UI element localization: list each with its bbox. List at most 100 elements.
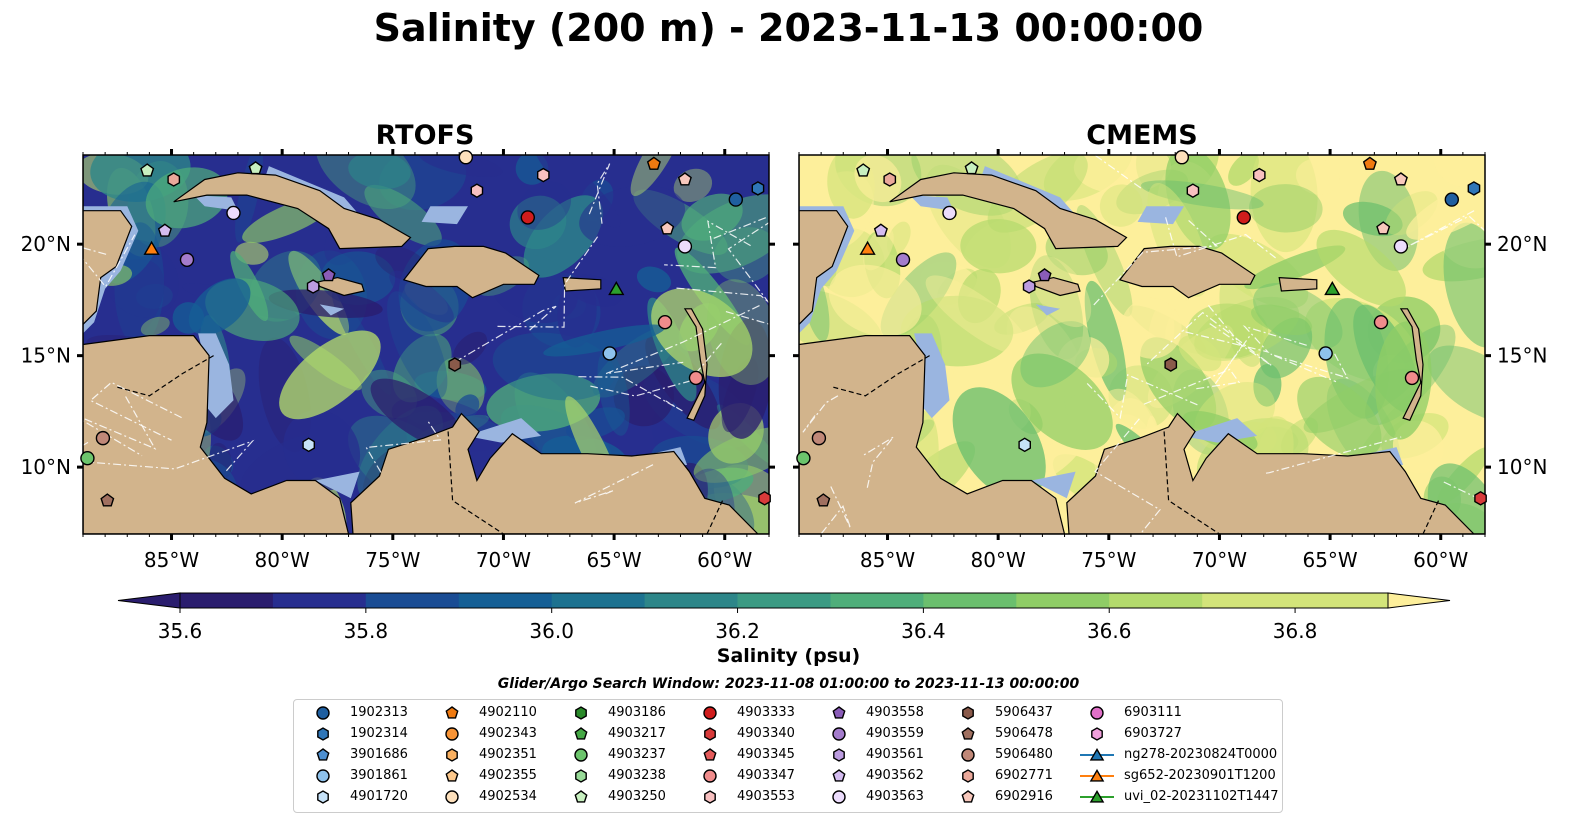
- legend-marker: [316, 706, 330, 720]
- float-4902534: [458, 150, 474, 165]
- eez-boundary: [83, 234, 136, 288]
- x-tick-label: 85°W: [860, 548, 915, 572]
- land-cuba: [889, 172, 1128, 250]
- legend-symbol: [703, 706, 717, 720]
- colorbar-segment: [1016, 593, 1110, 608]
- salinity-patch: [1249, 184, 1323, 233]
- legend-marker: [832, 769, 846, 782]
- salinity-patch: [283, 410, 361, 491]
- legend-symbol: [832, 706, 846, 719]
- eez-boundary: [862, 436, 894, 488]
- salinity-patch: [135, 283, 173, 309]
- legend-symbol: [316, 748, 330, 761]
- salinity-patch: [952, 387, 1046, 500]
- salinity-patch: [1251, 304, 1313, 336]
- salinity-patch: [960, 219, 1037, 274]
- colorbar-tick-label: 36.8: [1273, 619, 1318, 643]
- x-tick-label: 60°W: [1413, 548, 1468, 572]
- legend-marker: [832, 706, 846, 719]
- legend-symbol: [961, 790, 975, 803]
- country-border: [706, 500, 724, 534]
- map-panel-cmems: 85°W 80°W 75°W 70°W 65°W 60°W 20°N 15°N 10°N: [793, 149, 1547, 572]
- colorbar-segment: [1202, 593, 1296, 608]
- legend-marker: [703, 769, 717, 783]
- legend-marker: [833, 748, 845, 762]
- shelf-region: [1031, 471, 1076, 499]
- colorbar-segment: [180, 593, 274, 608]
- shelf-region: [1137, 206, 1184, 225]
- colorbar-tick-label: 36.2: [715, 619, 760, 643]
- x-tick-label: 85°W: [144, 548, 199, 572]
- figure-title: Salinity (200 m) - 2023-11-13 00:00:00: [373, 6, 1204, 50]
- legend-symbol: [445, 706, 459, 719]
- float-6902771: [167, 172, 181, 187]
- salinity-patch: [713, 227, 769, 283]
- legend-triangle: [1089, 790, 1105, 803]
- land-central: [799, 155, 1066, 534]
- float-4903347: [1373, 315, 1389, 330]
- legend-label: 4903562: [866, 768, 924, 783]
- float-1902313: [728, 192, 744, 207]
- salinity-patch: [389, 270, 454, 323]
- y-tick-label: 20°N: [1497, 232, 1547, 256]
- eez-boundary: [1207, 305, 1252, 384]
- salinity-patch: [1406, 176, 1485, 240]
- legend-marker: [961, 727, 975, 740]
- legend-symbol: [1091, 727, 1103, 741]
- colorbar-segment: [551, 593, 646, 608]
- glider-marker: [608, 280, 625, 296]
- legend-label: 5906478: [995, 726, 1053, 741]
- eez-boundary: [1270, 353, 1349, 383]
- eez-boundary: [820, 486, 852, 534]
- legend-label: 4903559: [866, 726, 924, 741]
- legend-symbol: [445, 727, 459, 741]
- salinity-patch: [1084, 280, 1127, 401]
- legend-symbol: [574, 790, 588, 803]
- salinity-patch: [925, 275, 1031, 356]
- eez-boundary: [574, 464, 654, 504]
- float-4903553: [470, 183, 484, 199]
- land-yucatan: [83, 210, 133, 326]
- country-border: [1422, 500, 1440, 534]
- map-clip-group: [83, 155, 769, 534]
- float-4903347: [688, 370, 704, 386]
- salinity-patch: [863, 227, 894, 271]
- float-5906437: [1164, 357, 1178, 372]
- salinity-patch: [636, 266, 672, 293]
- float-4903558: [321, 268, 336, 282]
- salinity-patch: [1443, 222, 1485, 348]
- eez-boundary: [1086, 374, 1198, 420]
- land-lesser: [683, 308, 708, 422]
- legend-symbol: [574, 748, 588, 762]
- eez-boundary: [365, 420, 442, 473]
- shelf-region: [1181, 418, 1258, 443]
- legend-symbol: [961, 727, 975, 740]
- country-border: [116, 355, 214, 397]
- float-4903333: [520, 210, 535, 225]
- legend-symbol: [317, 790, 329, 804]
- legend-marker: [574, 748, 588, 762]
- salinity-patch: [1433, 155, 1485, 188]
- float-3901861: [1318, 346, 1333, 361]
- legend-label: ng278-20230824T0000: [1124, 747, 1278, 762]
- legend-triangle: [1089, 769, 1105, 782]
- eez-boundary: [1094, 418, 1161, 534]
- legend-label: 1902313: [350, 705, 408, 720]
- salinity-patch: [630, 155, 683, 197]
- legend-label: 4902110: [479, 705, 537, 720]
- float-4901720: [1018, 437, 1032, 453]
- legend-symbol: [445, 769, 459, 782]
- salinity-patch: [1011, 353, 1113, 450]
- legend-marker: [832, 790, 846, 804]
- salinity-patch: [828, 264, 922, 337]
- salinity-patch: [509, 195, 567, 250]
- legend-label: 4903237: [608, 747, 666, 762]
- legend-label: 6903727: [1124, 726, 1182, 741]
- land-south: [1066, 412, 1485, 534]
- float-6902771: [883, 172, 897, 187]
- salinity-patch: [1427, 463, 1485, 534]
- salinity-patch: [279, 330, 381, 420]
- float-3901861: [602, 346, 617, 361]
- float-5906437: [448, 357, 462, 372]
